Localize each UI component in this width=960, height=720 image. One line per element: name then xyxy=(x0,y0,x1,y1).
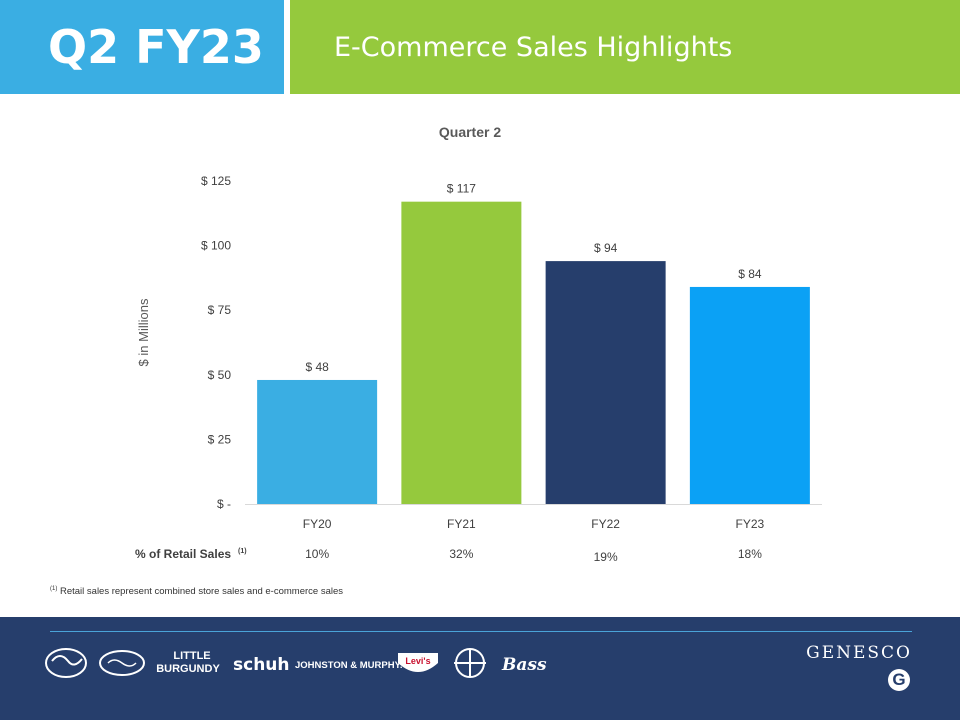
page-title: E-Commerce Sales Highlights xyxy=(334,32,733,63)
retail-share-note: (1) xyxy=(238,548,247,555)
retail-share-value: 19% xyxy=(594,550,618,564)
x-tick-label: FY23 xyxy=(736,517,765,531)
data-label: $ 94 xyxy=(594,241,618,255)
levis-logo: Levi's xyxy=(398,653,438,672)
dockers-logo xyxy=(454,648,486,678)
journeys-kidz-logo xyxy=(99,650,145,676)
y-tick-label: $ 25 xyxy=(208,432,232,446)
period-title: Q2 FY23 xyxy=(48,20,264,74)
footer-bar: LITTLE BURGUNDY schuh JOHNSTON & MURPHY.… xyxy=(0,617,960,720)
retail-share-value: 32% xyxy=(449,547,473,561)
svg-text:schuh: schuh xyxy=(233,655,290,675)
footnote-marker: (1) xyxy=(50,586,58,592)
footer-rule xyxy=(50,631,912,632)
y-tick-label: $ 75 xyxy=(208,303,232,317)
sales-bar-chart: Quarter 2 $ in Millions $ - $ 25 $ 50 $ 75 $ 1… xyxy=(135,124,822,564)
data-label: $ 117 xyxy=(447,182,476,196)
retail-share-value: 18% xyxy=(738,547,762,561)
bar-fy20 xyxy=(257,379,378,504)
y-axis-label: $ in Millions xyxy=(136,298,151,366)
genesco-wordmark: GENESCO xyxy=(806,643,912,663)
retail-share-label: % of Retail Sales xyxy=(135,547,231,561)
brand-logos: LITTLE BURGUNDY schuh JOHNSTON & MURPHY.… xyxy=(45,648,547,678)
data-label: $ 48 xyxy=(305,360,329,374)
journeys-logo xyxy=(45,648,87,678)
bar-fy21 xyxy=(401,201,522,504)
retail-share-value: 10% xyxy=(305,547,329,561)
bar-fy23 xyxy=(689,286,810,504)
svg-text:BURGUNDY: BURGUNDY xyxy=(156,663,220,675)
period-banner: Q2 FY23 xyxy=(0,0,284,94)
y-tick-label: $ - xyxy=(217,497,231,511)
svg-text:JOHNSTON & MURPHY.: JOHNSTON & MURPHY. xyxy=(295,660,403,671)
bass-logo: Bass xyxy=(501,655,547,675)
little-burgundy-logo: LITTLE BURGUNDY xyxy=(156,650,220,675)
y-tick-label: $ 125 xyxy=(201,174,231,188)
svg-text:Levi's: Levi's xyxy=(405,656,430,666)
y-tick-label: $ 100 xyxy=(201,239,231,253)
genesco-g-icon: G xyxy=(888,669,910,691)
svg-text:Bass: Bass xyxy=(501,655,547,675)
y-tick-label: $ 50 xyxy=(208,368,232,382)
bar-fy22 xyxy=(545,261,666,504)
x-tick-label: FY20 xyxy=(303,517,332,531)
x-tick-label: FY22 xyxy=(591,517,620,531)
title-banner: E-Commerce Sales Highlights xyxy=(290,0,960,94)
footnote: (1) Retail sales represent combined stor… xyxy=(50,586,343,597)
chart-title: Quarter 2 xyxy=(439,124,501,140)
x-tick-label: FY21 xyxy=(447,517,476,531)
schuh-logo: schuh xyxy=(233,655,290,675)
data-label: $ 84 xyxy=(738,267,762,281)
svg-text:LITTLE: LITTLE xyxy=(173,650,210,662)
footnote-text: Retail sales represent combined store sa… xyxy=(59,586,344,598)
johnston-murphy-logo: JOHNSTON & MURPHY. xyxy=(295,660,403,671)
